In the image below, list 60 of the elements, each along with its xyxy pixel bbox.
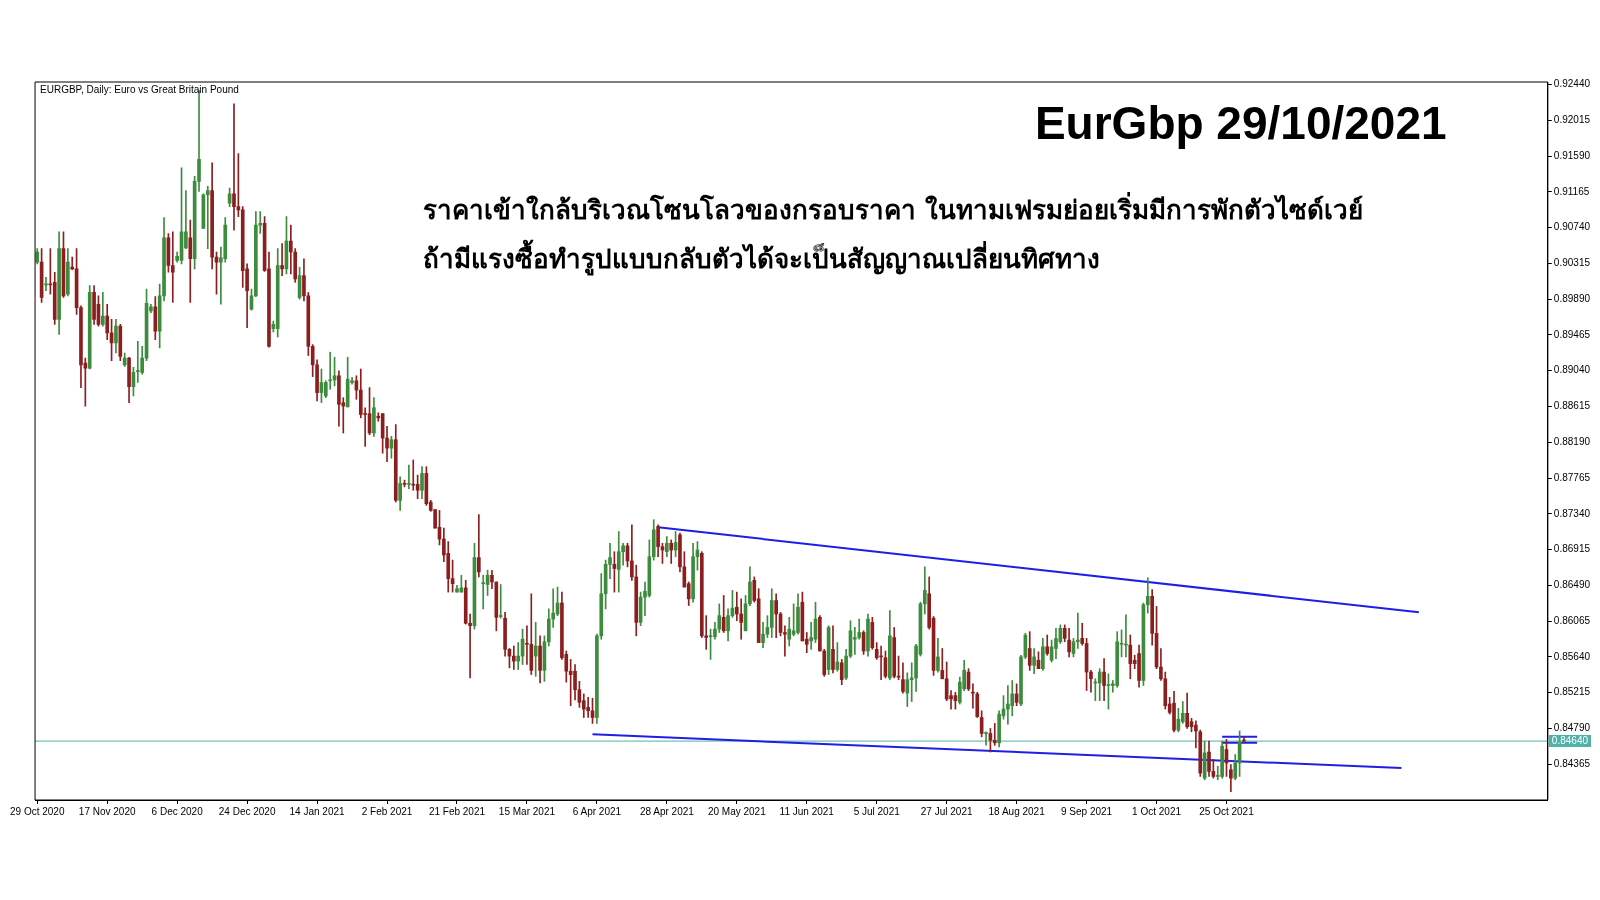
chart-title: EurGbp 29/10/2021 — [1034, 96, 1447, 149]
candlestick — [511, 645, 516, 670]
candlestick — [170, 231, 175, 303]
x-tick-label: 27 Jul 2021 — [920, 805, 973, 817]
y-tick-label: 0.85215 — [1553, 686, 1591, 698]
x-tick-label: 28 Apr 2021 — [639, 805, 695, 817]
y-tick-label: 0.90740 — [1553, 221, 1591, 233]
y-tick-label: 0.89040 — [1553, 364, 1591, 376]
x-tick-label: 11 Jun 2021 — [779, 805, 835, 817]
y-tick-label: 0.89890 — [1553, 292, 1591, 304]
y-tick-label: 0.91590 — [1553, 149, 1591, 161]
candlestick — [481, 574, 486, 610]
candlestick — [232, 103, 236, 231]
chart-subtitle: EURGBP, Daily: Euro vs Great Britain Pound — [40, 83, 239, 95]
y-tick-label: 0.91165 — [1553, 185, 1590, 197]
x-tick-label: 24 Dec 2020 — [218, 805, 276, 817]
annotation: ราคาเข้าใกล้บริเวณโซนโลวของกรอบราคา ในทามเฟรมย่อยเริ่มมีการพักตัวไซด์เวย์ — [423, 190, 1364, 225]
x-tick-label: 6 Apr 2021 — [572, 805, 622, 817]
candlestick — [516, 642, 521, 670]
y-tick-label: 0.89465 — [1553, 328, 1591, 340]
y-tick-label: 0.90315 — [1553, 257, 1591, 269]
x-tick-label: 15 Mar 2021 — [498, 805, 556, 817]
x-tick-label: 14 Jan 2021 — [289, 805, 346, 817]
y-tick-label: 0.86490 — [1553, 579, 1591, 591]
y-tick-label: 0.84365 — [1553, 757, 1591, 769]
candlestick — [411, 459, 416, 491]
y-tick-label: 0.92015 — [1553, 114, 1591, 126]
x-tick-label: 5 Jul 2021 — [853, 805, 901, 817]
candlestick — [586, 696, 590, 718]
candlestick — [407, 464, 411, 489]
y-tick-label: 0.86065 — [1553, 614, 1591, 626]
candlestick — [498, 584, 503, 619]
x-tick-label: 2 Feb 2021 — [361, 805, 413, 817]
y-tick-label: 0.87340 — [1553, 507, 1591, 519]
y-tick-label: 0.85640 — [1553, 650, 1591, 662]
x-tick-label: 6 Dec 2020 — [151, 805, 204, 817]
x-tick-label: 18 Aug 2021 — [988, 805, 1046, 817]
x-tick-label: 20 May 2021 — [707, 805, 767, 817]
ref-line-label: 0.84640 — [1551, 735, 1589, 747]
y-tick-label: 0.92440 — [1553, 78, 1591, 90]
y-tick-label: 0.87765 — [1553, 471, 1591, 483]
candlestick — [280, 243, 284, 276]
candlestick — [477, 514, 481, 578]
candlestick — [809, 622, 813, 650]
y-tick-label: 0.84790 — [1553, 722, 1591, 734]
x-tick-label: 17 Nov 2020 — [78, 805, 136, 817]
candlestick — [984, 731, 988, 746]
annotation: ถ้ามีแรงซื้อทำรูปแบบกลับตัวได้จะเป็นสัญญาณเปลี่ยนทิศทาง — [423, 238, 1101, 276]
x-tick-label: 21 Feb 2021 — [428, 805, 486, 817]
x-tick-label: 9 Sep 2021 — [1061, 805, 1113, 817]
candlestick — [135, 340, 140, 383]
y-tick-label: 0.88190 — [1553, 436, 1591, 448]
y-tick-label: 0.86915 — [1553, 543, 1591, 555]
candlestick — [533, 622, 538, 677]
x-tick-label: 25 Oct 2021 — [1199, 805, 1255, 817]
x-tick-label: 1 Oct 2021 — [1132, 805, 1182, 817]
y-tick-label: 0.88615 — [1553, 400, 1591, 412]
candlestick — [992, 723, 997, 746]
x-tick-label: 29 Oct 2020 — [10, 805, 65, 817]
candlestick — [205, 186, 210, 249]
